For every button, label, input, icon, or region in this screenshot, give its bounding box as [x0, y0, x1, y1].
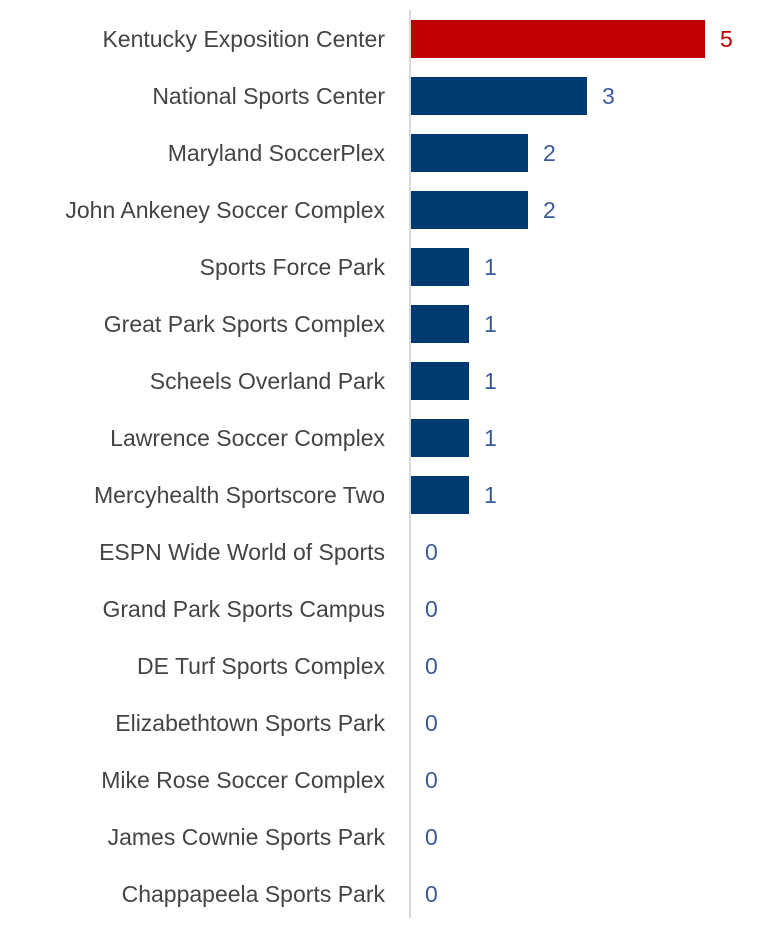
- bar: [410, 191, 528, 229]
- bar: [410, 248, 469, 286]
- category-label: Chappapeela Sports Park: [122, 881, 386, 907]
- value-label: 1: [484, 482, 497, 508]
- value-label: 0: [425, 710, 438, 736]
- category-label: James Cownie Sports Park: [108, 824, 386, 850]
- category-label: Sports Force Park: [200, 254, 386, 280]
- category-label: Scheels Overland Park: [150, 368, 386, 394]
- category-label: Maryland SoccerPlex: [168, 140, 386, 166]
- value-label: 2: [543, 140, 556, 166]
- category-label: Kentucky Exposition Center: [102, 26, 385, 52]
- value-label: 1: [484, 254, 497, 280]
- bars-layer: [410, 20, 705, 514]
- category-labels-layer: Kentucky Exposition Center National Sport…: [65, 26, 385, 907]
- value-label: 3: [602, 83, 615, 109]
- category-label: Mercyhealth Sportscore Two: [94, 482, 385, 508]
- value-labels-layer: 5 3 2 2 1 1 1 1 1 0 0 0 0 0 0 0: [425, 26, 733, 907]
- category-label: Elizabethtown Sports Park: [115, 710, 385, 736]
- category-label: Great Park Sports Complex: [104, 311, 386, 337]
- value-label: 0: [425, 596, 438, 622]
- bar: [410, 134, 528, 172]
- category-label: DE Turf Sports Complex: [137, 653, 385, 679]
- value-label: 0: [425, 539, 438, 565]
- value-label: 1: [484, 311, 497, 337]
- bar: [410, 419, 469, 457]
- value-label: 0: [425, 653, 438, 679]
- category-label: Mike Rose Soccer Complex: [101, 767, 385, 793]
- value-label: 0: [425, 767, 438, 793]
- value-label: 0: [425, 824, 438, 850]
- category-label: ESPN Wide World of Sports: [99, 539, 385, 565]
- bar: [410, 362, 469, 400]
- bar: [410, 20, 705, 58]
- value-label: 5: [720, 26, 733, 52]
- category-label: Lawrence Soccer Complex: [110, 425, 385, 451]
- category-label: Grand Park Sports Campus: [102, 596, 385, 622]
- bar: [410, 476, 469, 514]
- bar: [410, 305, 469, 343]
- value-label: 2: [543, 197, 556, 223]
- category-label: John Ankeney Soccer Complex: [65, 197, 385, 223]
- category-label: National Sports Center: [152, 83, 385, 109]
- value-label: 1: [484, 425, 497, 451]
- value-label: 1: [484, 368, 497, 394]
- value-label: 0: [425, 881, 438, 907]
- bar: [410, 77, 587, 115]
